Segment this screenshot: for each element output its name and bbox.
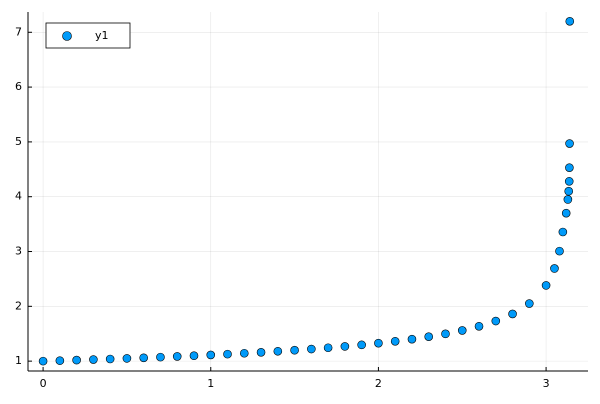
point <box>340 342 350 351</box>
point <box>206 350 216 360</box>
point <box>457 326 467 335</box>
point <box>558 227 568 237</box>
legend-label: y1 <box>95 29 109 42</box>
y-tick-label: 5 <box>15 135 22 148</box>
point <box>273 346 283 356</box>
point <box>508 309 517 319</box>
point <box>89 355 98 364</box>
point <box>156 352 165 362</box>
legend-marker <box>62 31 72 41</box>
point <box>38 356 48 366</box>
point <box>72 355 81 365</box>
x-tick-label: 0 <box>40 377 47 390</box>
point <box>223 349 232 359</box>
point <box>307 344 316 354</box>
legend-box <box>45 22 131 49</box>
point <box>357 340 366 350</box>
point <box>565 139 574 148</box>
x-tick-label: 2 <box>375 377 382 390</box>
y-tick-label: 7 <box>15 25 22 38</box>
point <box>390 336 400 346</box>
point <box>563 195 573 204</box>
point <box>256 348 266 357</box>
y-tick-label: 4 <box>15 190 22 203</box>
point <box>290 345 299 355</box>
point <box>474 321 484 331</box>
point <box>491 316 501 326</box>
x-tick-label: 3 <box>543 377 550 390</box>
point <box>550 264 559 273</box>
y-tick-label: 3 <box>15 245 22 258</box>
point <box>172 352 182 361</box>
point <box>189 351 199 361</box>
y-tick-label: 6 <box>15 80 22 93</box>
point <box>555 246 564 256</box>
point <box>565 163 574 172</box>
point <box>525 299 534 308</box>
point <box>122 354 132 363</box>
point <box>541 281 551 290</box>
point <box>239 348 249 358</box>
point <box>323 343 333 353</box>
x-tick-label: 1 <box>207 377 214 390</box>
point <box>561 208 571 218</box>
point <box>55 356 65 365</box>
y-tick-label: 2 <box>15 299 22 312</box>
point <box>105 354 115 364</box>
point <box>564 177 574 186</box>
y-tick-label: 1 <box>15 354 22 367</box>
point <box>441 329 450 339</box>
point <box>564 186 574 196</box>
point <box>407 334 417 344</box>
point <box>374 338 383 348</box>
point <box>424 332 434 341</box>
point <box>139 353 148 363</box>
point <box>565 17 575 26</box>
